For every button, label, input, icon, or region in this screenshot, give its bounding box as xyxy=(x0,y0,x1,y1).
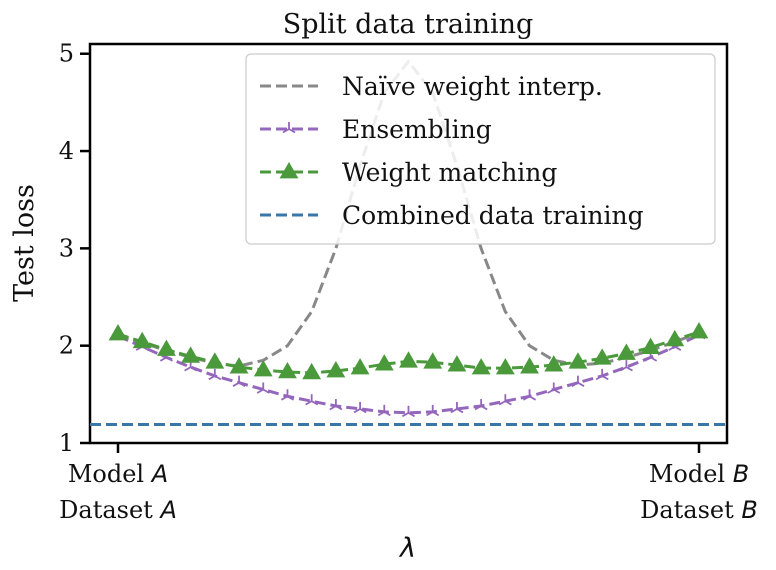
data-point xyxy=(547,382,561,394)
data-point xyxy=(544,355,564,372)
y-axis: 1 2 3 4 5 xyxy=(59,40,90,457)
data-point xyxy=(474,399,488,411)
chart-title: Split data training xyxy=(283,9,534,40)
series-weight-matching xyxy=(108,322,709,380)
data-point xyxy=(156,339,176,356)
data-point xyxy=(447,355,467,372)
data-point xyxy=(305,394,319,406)
data-point xyxy=(423,352,443,369)
data-point xyxy=(495,358,515,375)
x-tick-label: Model B xyxy=(649,460,749,488)
data-point xyxy=(595,368,609,381)
data-point xyxy=(498,394,512,406)
data-point xyxy=(665,329,685,347)
x-tick-label-text: Dataset xyxy=(59,496,160,524)
y-tick-label: 3 xyxy=(59,234,74,262)
x-tick-label-letter: A xyxy=(158,496,176,524)
legend-label: Ensembling xyxy=(342,115,492,144)
legend-item: Combined data training xyxy=(260,201,644,230)
data-point xyxy=(326,360,346,378)
legend-item: Naïve weight interp. xyxy=(260,72,603,101)
x-tick-label-letter: B xyxy=(741,496,757,524)
data-point xyxy=(568,352,588,369)
data-point xyxy=(282,122,296,134)
data-point xyxy=(279,161,299,179)
data-point xyxy=(523,389,537,401)
data-point xyxy=(208,368,222,381)
data-point xyxy=(181,346,201,363)
legend-label: Combined data training xyxy=(342,201,644,230)
series-layer xyxy=(90,60,727,426)
data-point xyxy=(350,358,370,375)
data-point xyxy=(108,324,128,341)
data-point xyxy=(329,399,343,411)
data-point xyxy=(229,357,249,374)
legend-item: Weight matching xyxy=(260,158,557,187)
x-tick-label-text: Model xyxy=(649,460,733,488)
data-point xyxy=(302,362,322,380)
series-line xyxy=(117,333,700,415)
x-tick-label: Dataset A xyxy=(59,496,177,524)
data-point xyxy=(256,382,270,394)
legend-label: Naïve weight interp. xyxy=(342,72,603,101)
data-point xyxy=(616,343,636,360)
y-axis-label: Test loss xyxy=(9,184,40,302)
x-tick-label-text: Model xyxy=(68,460,152,488)
series-ensembling xyxy=(111,327,706,418)
data-point xyxy=(232,375,246,387)
data-point xyxy=(280,389,294,401)
legend-box xyxy=(245,53,716,245)
legend-item: Ensembling xyxy=(260,115,492,144)
data-point xyxy=(689,322,709,339)
legend-label: Weight matching xyxy=(342,158,557,187)
y-tick-label: 2 xyxy=(59,332,74,360)
data-point xyxy=(450,401,464,414)
plot-frame xyxy=(88,42,729,445)
y-tick-label: 1 xyxy=(59,429,74,457)
x-tick-label-letter: B xyxy=(733,460,749,488)
data-point xyxy=(471,358,491,375)
data-point xyxy=(205,352,225,369)
x-axis-label: λ xyxy=(398,533,416,564)
data-point xyxy=(426,404,440,417)
data-point xyxy=(401,405,416,418)
y-tick-label: 4 xyxy=(59,137,74,165)
x-tick-label: Dataset B xyxy=(640,496,758,524)
data-point xyxy=(520,357,539,374)
data-point xyxy=(353,401,367,414)
data-point xyxy=(377,404,391,417)
data-point xyxy=(253,360,273,377)
data-point xyxy=(571,375,585,387)
data-point xyxy=(619,360,633,372)
data-point xyxy=(399,351,418,368)
x-tick-label-letter: A xyxy=(150,460,168,488)
data-point xyxy=(592,348,612,365)
y-tick-label: 5 xyxy=(59,40,74,68)
legend: Naïve weight interp. Ensembling Weight mat… xyxy=(245,53,716,245)
data-point xyxy=(278,361,297,379)
x-tick-label: Model A xyxy=(68,460,168,488)
x-tick-label-text: Dataset xyxy=(640,496,741,524)
data-point xyxy=(374,354,394,371)
data-point xyxy=(641,337,661,354)
data-point xyxy=(132,331,152,349)
